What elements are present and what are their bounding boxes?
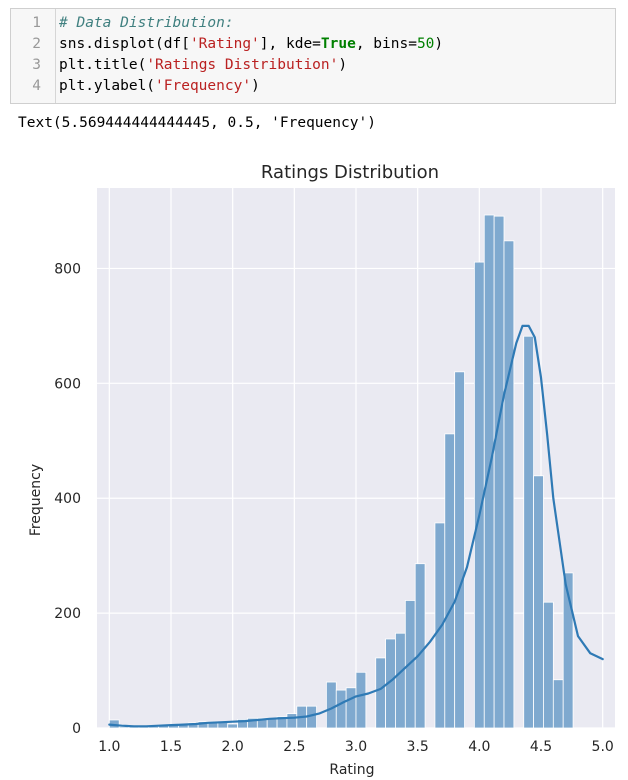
histogram-bar [562,572,574,729]
x-tick-label: 1.5 [160,739,182,755]
histogram-bar [493,215,505,729]
chart-title: Ratings Distribution [261,162,439,183]
line-number-gutter [55,9,56,103]
histogram-bar [543,601,554,729]
x-tick-label: 5.0 [592,739,614,755]
code-text: # Data Distribution: [59,13,234,34]
x-tick-label: 4.5 [530,739,552,755]
code-token: plt.ylabel( [59,78,156,94]
histogram-bar [444,433,456,729]
x-tick-label: 4.0 [468,739,490,755]
code-cell[interactable]: 1 # Data Distribution: 2 sns.displot(df['Ra… [10,8,616,104]
histogram-bar [552,679,564,729]
code-line: 1 # Data Distribution: [11,13,233,34]
histogram-bar [523,335,535,729]
line-number: 4 [32,78,41,94]
y-tick-label: 0 [72,721,81,737]
histogram-bar [227,723,239,729]
code-token: ], kde= [259,36,321,52]
y-tick-label: 200 [54,606,81,622]
histogram-bar [355,671,367,729]
code-token: sns.displot(df[ [59,36,190,52]
code-line: 3 plt.title('Ratings Distribution') [11,55,347,76]
y-axis-label: Frequency [28,464,44,536]
y-tick-label: 800 [54,261,81,277]
histogram-bar [533,475,544,729]
histogram-bar [325,681,337,729]
histogram-bar [414,563,426,729]
code-token: 'Rating' [189,36,260,52]
x-tick-label: 2.0 [222,739,244,755]
y-tick-label: 600 [54,376,81,392]
cell-output: Text(5.569444444444445, 0.5, 'Frequency'… [18,115,376,131]
histogram-bar [503,240,515,729]
code-token: ) [251,78,260,94]
code-text: plt.ylabel('Frequency') [59,76,260,97]
histogram-bar [395,632,406,729]
code-token: 50 [416,36,435,52]
x-tick-label: 3.0 [345,739,367,755]
histogram-bar [345,687,357,729]
x-tick-label: 1.0 [98,739,120,755]
histogram-bar [375,657,387,729]
ratings-distribution-chart: 1.0 1.5 2.0 2.5 3.0 3.5 4.0 4.5 5.0 0 200 400 600 800… [28,162,615,778]
x-tick-label: 3.5 [407,739,429,755]
histogram-bar [434,522,446,729]
x-tick-label: 2.5 [283,739,305,755]
line-number: 2 [32,36,41,52]
line-number: 3 [32,57,41,73]
histogram-bar [335,689,347,729]
code-token: 'Ratings Distribution' [146,57,339,73]
code-text: plt.title('Ratings Distribution') [59,55,347,76]
code-line: 2 sns.displot(df['Rating'], kde=True, bin… [11,34,443,55]
code-text: sns.displot(df['Rating'], kde=True, bins… [59,34,443,55]
kde-curve [108,324,604,728]
code-token: plt.title( [59,57,147,73]
histogram-bar [286,713,298,729]
code-line: 4 plt.ylabel('Frequency') [11,76,260,97]
code-token: ) [338,57,348,73]
y-tick-label: 400 [54,491,81,507]
code-token: 'Frequency' [155,78,252,94]
code-token: # Data Distribution: [59,15,234,31]
code-token: True [320,36,356,52]
histogram-bar [454,371,465,729]
code-token: , bins= [355,36,417,52]
x-axis-label: Rating [329,762,374,778]
line-number: 1 [32,15,41,31]
code-token: ) [434,36,444,52]
